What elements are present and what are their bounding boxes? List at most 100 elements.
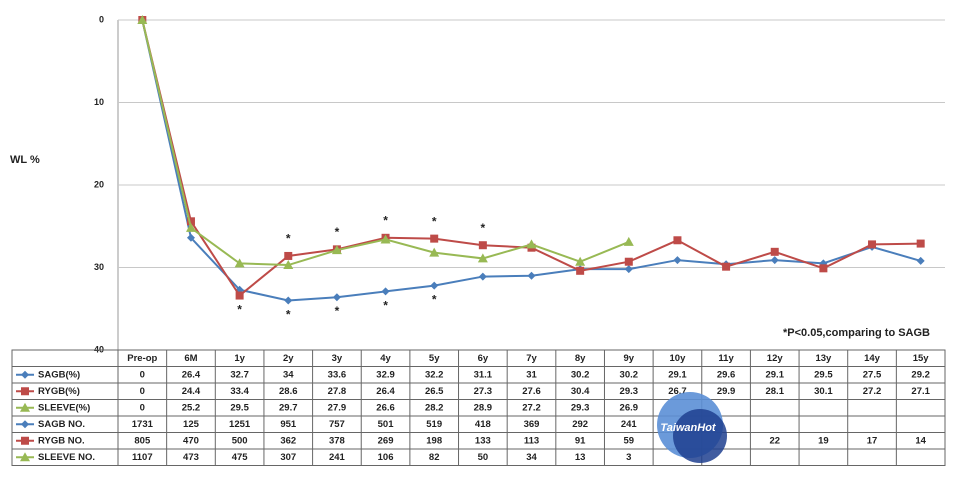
x-tick-label: 9y [624,353,635,364]
table-cell: 19 [818,435,829,446]
table-cell: 241 [621,419,638,430]
point [332,293,341,302]
point [673,236,682,245]
table-cell: 369 [524,419,540,430]
table-cell: 26.9 [620,402,639,413]
significance-mark: * [335,304,340,318]
point [575,256,586,266]
table-cell: 0 [140,386,145,397]
table-cell: 26.4 [182,369,201,380]
point [868,240,877,249]
table-cell: 33.4 [230,386,249,397]
table-cell: 501 [378,419,395,430]
table-cell: 28.9 [474,402,493,413]
point [478,272,487,281]
significance-mark: * [383,213,388,227]
table-cell: 125 [183,419,200,430]
table-cell: 26.7 [668,386,687,397]
table-cell: 29.5 [814,369,833,380]
table-cell: 14 [915,435,926,446]
table-cell: 50 [478,452,489,463]
y-tick-label: 10 [94,97,104,107]
table-cell: 241 [329,452,346,463]
x-tick-label: 13y [815,353,832,364]
y-axis-label: WL % [10,154,40,166]
table-cell: 27.2 [863,386,882,397]
table-cell: 24.4 [182,386,201,397]
point [623,236,634,246]
significance-mark: * [335,225,340,239]
series-line [141,19,921,302]
table-cell: 27.1 [911,386,930,397]
point [380,234,391,244]
x-tick-label: 12y [767,353,784,364]
legend-marker [21,387,29,396]
table-cell: 32.2 [425,369,444,380]
point [185,222,196,232]
table-cell: 29.1 [765,369,784,380]
legend-label: SAGB(%) [38,369,80,380]
table-cell: 32.9 [376,369,395,380]
table-cell: 951 [280,419,297,430]
table-cell: 378 [329,435,345,446]
table-cell: 1251 [229,419,251,430]
table-cell: 27.9 [328,402,347,413]
table-cell: 34 [526,452,537,463]
x-tick-label: 15y [913,353,930,364]
point [234,258,245,268]
table-cell: 198 [426,435,442,446]
legend-label: RYGB NO. [38,435,85,446]
legend-marker [21,420,29,429]
table-cell: 29.6 [717,369,736,380]
table-cell: 133 [475,435,491,446]
legend-label: SLEEVE(%) [38,402,90,413]
x-tick-label: 6M [184,353,197,364]
table-cell: 30.1 [814,386,833,397]
legend-label: SLEEVE NO. [38,452,95,463]
watermark-badge-inner [673,409,727,463]
series-line [141,19,630,267]
x-tick-label: 14y [864,353,881,364]
significance-mark: * [432,214,437,228]
x-tick-label: 8y [575,353,586,364]
table-cell: 33.6 [328,369,347,380]
table-cell: 3 [626,452,631,463]
table-cell: 28.6 [279,386,298,397]
x-tick-label: 3y [332,353,343,364]
y-tick-label: 30 [94,262,104,272]
y-tick-label: 20 [94,179,104,189]
table-cell: 29.5 [230,402,249,413]
x-tick-label: 2y [283,353,294,364]
table-cell: 34 [283,369,294,380]
point [624,257,633,266]
point [283,260,294,270]
point [331,245,342,255]
table-cell: 25.2 [182,402,201,413]
significance-mark: * [286,232,291,246]
table-cell: 473 [183,452,199,463]
significance-mark: * [383,298,388,312]
point [186,217,195,226]
legend-marker [20,452,30,462]
table-cell: 28.2 [425,402,444,413]
point [284,251,293,260]
point [478,241,487,250]
x-tick-label: 6y [478,353,489,364]
significance-mark: * [286,308,291,322]
point [673,256,682,265]
table-cell: 307 [280,452,296,463]
legend-label: SAGB NO. [38,419,85,430]
table-cell: 29.3 [620,386,639,397]
table-cell: 1731 [132,419,154,430]
table-cell: 30.2 [620,369,639,380]
x-tick-label: 1y [234,353,245,364]
table-cell: 29.1 [668,369,687,380]
point [235,291,244,300]
point [916,239,925,248]
point [381,287,390,296]
table-cell: 27.8 [328,386,347,397]
y-tick-label: 0 [99,14,104,24]
table-cell: 17 [867,435,878,446]
series-line [141,19,921,298]
